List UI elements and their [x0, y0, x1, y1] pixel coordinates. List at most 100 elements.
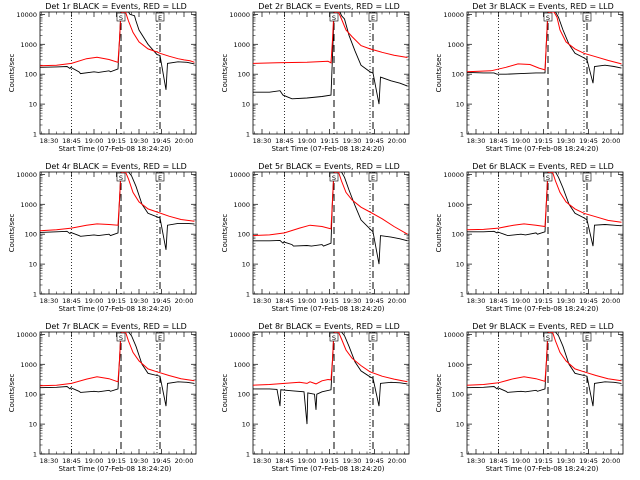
y-axis-label: Counts/sec — [8, 54, 16, 93]
x-tick-label: 18:45 — [489, 457, 508, 465]
lld-series-line — [40, 172, 195, 232]
y-tick-label: 10 — [29, 261, 37, 269]
y-tick-label: 100 — [25, 391, 37, 399]
y-axis-label: Counts/sec — [8, 374, 16, 413]
y-tick-label: 100 — [238, 231, 250, 239]
x-tick-label: 18:45 — [275, 457, 294, 465]
marker-box — [116, 172, 126, 182]
y-tick-label: 1 — [460, 131, 464, 139]
marker-box — [582, 12, 592, 22]
marker-label: S — [546, 174, 550, 182]
plot-area — [40, 332, 195, 454]
x-tick-label: 19:30 — [557, 457, 576, 465]
marker-label: E — [158, 14, 162, 22]
plot-frame — [39, 171, 197, 295]
y-tick-label: 10000 — [443, 11, 464, 19]
plot-area — [40, 12, 195, 134]
y-tick-label: 10000 — [16, 171, 37, 179]
marker-label: E — [371, 334, 375, 342]
x-tick-label: 19:45 — [579, 457, 598, 465]
x-tick-label: 20:00 — [388, 457, 407, 465]
y-tick-label: 100 — [25, 71, 37, 79]
x-tick-label: 19:15 — [320, 457, 339, 465]
marker-label: S — [332, 174, 336, 182]
x-tick-label: 19:00 — [85, 297, 104, 305]
detector-panel: Det 5r BLACK = Events, RED = LLD 1 10 100 10… — [221, 162, 410, 313]
detector-panel: Det 1r BLACK = Events, RED = LLD 1 10 100 10… — [8, 2, 197, 153]
marker-label: E — [158, 174, 162, 182]
detector-panel: Det 9r BLACK = Events, RED = LLD 1 10 100 10… — [435, 322, 624, 473]
x-tick-label: 19:30 — [130, 137, 149, 145]
lld-series-line — [467, 332, 622, 386]
marker-box — [543, 332, 553, 342]
x-tick-label: 19:00 — [298, 137, 317, 145]
y-tick-label: 1 — [246, 291, 250, 299]
panel-title: Det 1r BLACK = Events, RED = LLD — [45, 2, 187, 11]
panel-title: Det 7r BLACK = Events, RED = LLD — [45, 322, 187, 331]
events-series-line — [253, 172, 408, 265]
y-tick-label: 1000 — [233, 361, 250, 369]
x-tick-label: 20:00 — [602, 297, 621, 305]
x-tick-label: 18:45 — [62, 457, 81, 465]
x-axis-label: Start Time (07-Feb-08 18:24:20) — [58, 145, 171, 153]
y-tick-label: 10000 — [443, 331, 464, 339]
x-tick-label: 18:45 — [275, 137, 294, 145]
y-tick-label: 1000 — [447, 361, 464, 369]
x-tick-label: 20:00 — [602, 457, 621, 465]
marker-box — [543, 12, 553, 22]
x-axis-label: Start Time (07-Feb-08 18:24:20) — [271, 305, 384, 313]
x-axis-label: Start Time (07-Feb-08 18:24:20) — [58, 305, 171, 313]
y-tick-label: 1000 — [447, 201, 464, 209]
y-tick-label: 1 — [246, 451, 250, 459]
marker-box — [368, 12, 378, 22]
x-tick-label: 18:30 — [253, 297, 272, 305]
plot-frame — [39, 331, 197, 455]
x-tick-label: 19:45 — [152, 297, 171, 305]
marker-label: S — [546, 334, 550, 342]
y-tick-label: 100 — [452, 391, 464, 399]
x-tick-label: 20:00 — [388, 137, 407, 145]
lld-series-line — [467, 172, 622, 231]
x-tick-label: 19:15 — [320, 297, 339, 305]
plot-frame — [466, 11, 624, 135]
x-tick-label: 19:30 — [343, 297, 362, 305]
x-tick-label: 19:00 — [512, 297, 531, 305]
y-tick-label: 10 — [456, 421, 464, 429]
plot-area — [253, 172, 408, 294]
y-axis-label: Counts/sec — [221, 54, 229, 93]
events-series-line — [40, 172, 195, 250]
marker-label: E — [371, 174, 375, 182]
y-axis-label: Counts/sec — [221, 214, 229, 253]
x-tick-label: 19:30 — [557, 137, 576, 145]
marker-box — [543, 172, 553, 182]
x-tick-label: 19:30 — [343, 457, 362, 465]
marker-box — [329, 12, 339, 22]
x-tick-label: 19:15 — [320, 137, 339, 145]
y-tick-label: 10 — [456, 101, 464, 109]
y-tick-label: 10000 — [16, 331, 37, 339]
plot-area — [253, 332, 408, 454]
x-tick-label: 19:45 — [579, 137, 598, 145]
x-tick-label: 19:00 — [298, 457, 317, 465]
y-tick-label: 1000 — [20, 201, 37, 209]
plot-area — [467, 332, 622, 454]
marker-box — [116, 332, 126, 342]
panel-title: Det 4r BLACK = Events, RED = LLD — [45, 162, 187, 171]
x-tick-label: 19:45 — [365, 137, 384, 145]
x-tick-label: 19:00 — [512, 457, 531, 465]
marker-box — [368, 172, 378, 182]
marker-box — [368, 332, 378, 342]
marker-label: S — [119, 14, 123, 22]
x-axis-label: Start Time (07-Feb-08 18:24:20) — [58, 465, 171, 473]
x-tick-label: 20:00 — [175, 137, 194, 145]
panel-title: Det 6r BLACK = Events, RED = LLD — [472, 162, 614, 171]
events-series-line — [467, 12, 622, 84]
x-tick-label: 19:30 — [130, 457, 149, 465]
x-tick-label: 19:15 — [107, 457, 126, 465]
y-tick-label: 1000 — [447, 41, 464, 49]
detector-panel: Det 3r BLACK = Events, RED = LLD 1 10 100 10… — [435, 2, 624, 153]
x-tick-label: 20:00 — [602, 137, 621, 145]
marker-label: E — [585, 174, 589, 182]
x-tick-label: 19:15 — [534, 297, 553, 305]
x-tick-label: 19:00 — [298, 297, 317, 305]
